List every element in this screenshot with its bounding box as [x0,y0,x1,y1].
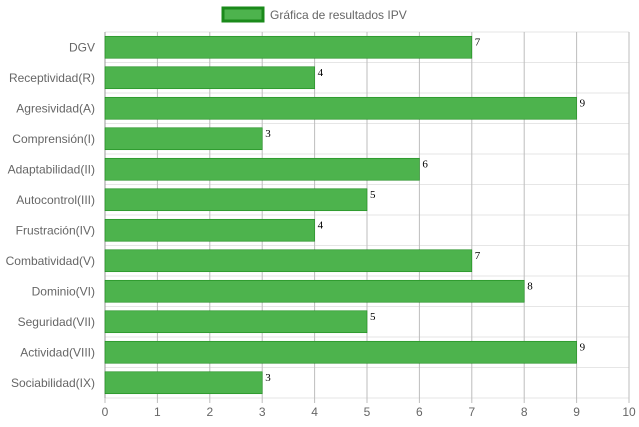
x-tick-label: 7 [468,405,475,419]
x-tick-label: 1 [154,405,161,419]
bar[interactable] [104,371,263,395]
category-label: Adaptabilidad(II) [8,162,95,176]
data-label: 7 [475,36,481,48]
bar[interactable] [104,218,315,242]
x-tick-label: 2 [206,405,213,419]
data-label: 3 [265,128,271,140]
bar[interactable] [104,127,263,151]
bar[interactable] [104,279,525,303]
labels-layer: 0 1 2 3 4 5 6 7 8 9 10 DGV 7 Receptividad(R) 4 Agresivi… [6,36,636,419]
x-tick-label: 0 [102,405,109,419]
bars-layer [104,35,577,395]
data-label: 6 [422,158,428,170]
bar[interactable] [104,157,420,181]
x-tick-label: 10 [622,405,636,419]
bar[interactable] [104,340,577,364]
bar[interactable] [104,310,368,334]
data-label: 4 [318,67,324,79]
category-label: Frustración(IV) [16,223,95,237]
data-label: 5 [370,311,376,323]
data-label: 9 [580,97,586,109]
x-tick-label: 3 [259,405,266,419]
legend-label[interactable]: Gráfica de resultados IPV [270,8,407,22]
bar[interactable] [104,35,473,59]
data-label: 5 [370,189,376,201]
x-tick-label: 6 [416,405,423,419]
data-label: 8 [527,280,533,292]
category-label: Seguridad(VII) [18,315,95,329]
x-tick-label: 9 [573,405,580,419]
data-label: 3 [265,372,271,384]
data-label: 4 [318,219,324,231]
grid-layer [104,31,630,403]
legend-swatch[interactable] [221,6,265,23]
category-label: DGV [69,40,95,54]
legend[interactable]: Gráfica de resultados IPV [221,6,407,23]
bar[interactable] [104,66,315,90]
category-label: Combatividad(V) [6,254,95,268]
x-tick-label: 5 [364,405,371,419]
bar[interactable] [104,188,368,212]
category-label: Receptividad(R) [9,71,95,85]
data-label: 9 [580,341,586,353]
bar[interactable] [104,249,473,273]
x-tick-label: 4 [311,405,318,419]
category-label: Comprensión(I) [12,132,95,146]
category-label: Actividad(VIII) [20,345,95,359]
category-label: Agresividad(A) [16,101,95,115]
category-label: Sociabilidad(IX) [11,376,95,390]
data-label: 7 [475,250,481,262]
bar[interactable] [104,96,577,120]
x-tick-label: 8 [521,405,528,419]
category-label: Autocontrol(III) [16,193,95,207]
category-label: Dominio(VI) [32,284,95,298]
